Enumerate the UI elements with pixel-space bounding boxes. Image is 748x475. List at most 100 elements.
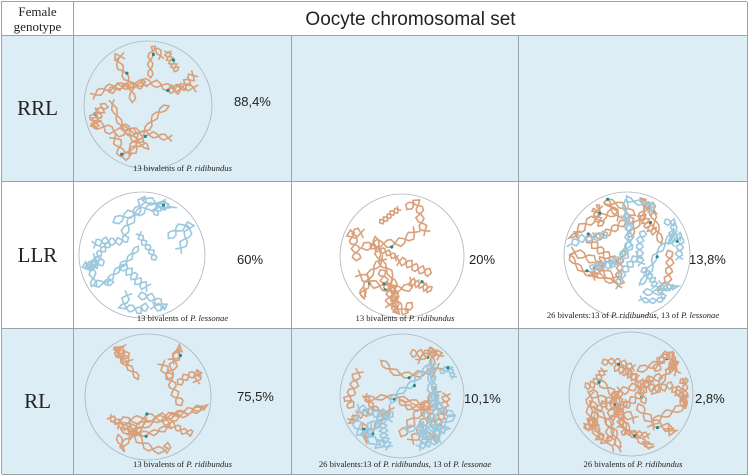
chromatid-strand — [369, 242, 397, 262]
chromatid-strand — [593, 388, 624, 414]
chromatid-strand — [377, 422, 393, 451]
chromatid-strand — [588, 258, 619, 271]
chromatid-strand — [584, 370, 608, 389]
caption-text: 26 bivalents:13 of — [318, 459, 384, 469]
caption-text: 26 bivalents:13 of — [546, 310, 612, 320]
chromatid-strand — [651, 385, 688, 431]
chromatid-strand — [620, 428, 650, 440]
caption-text: 26 bivalents of — [583, 459, 637, 469]
species-name: P. ridibundus — [408, 313, 455, 323]
chromatid-strand — [430, 390, 457, 435]
centromere-marker — [125, 71, 129, 75]
chromatid-strand — [657, 249, 674, 291]
frequency-percent: 20% — [469, 252, 496, 267]
centromere-marker — [390, 245, 394, 249]
cell-caption: 13 bivalents of P. ridibundus — [292, 313, 518, 323]
chromatid-strand — [129, 104, 170, 156]
oocyte-outline — [568, 331, 694, 457]
chromatid-strand — [379, 207, 402, 224]
chromatid-strand — [621, 198, 654, 225]
frequency-percent: 13,8% — [689, 252, 726, 267]
chromatid-strand — [587, 388, 635, 424]
caption-text: 13 bivalents of — [133, 163, 187, 173]
chromatid-strand — [582, 411, 598, 431]
chromatid-strand — [115, 52, 137, 104]
oocyte-outline — [84, 333, 212, 461]
centromere-marker — [598, 211, 602, 215]
header-genotype-line1: Female — [18, 4, 57, 19]
chromatid-strand — [90, 80, 147, 97]
chromatid-strand — [362, 258, 388, 299]
chromatid-strand — [409, 348, 444, 361]
centromere-marker — [382, 282, 386, 286]
chromatid-strand — [114, 52, 135, 104]
genotype-label: LLR — [2, 182, 74, 329]
chromatid-strand — [438, 365, 456, 380]
chromatid-strand — [404, 201, 428, 237]
caption-text: , 13 of — [656, 310, 682, 320]
chromatid-strand — [170, 403, 210, 420]
centromere-marker — [586, 232, 590, 236]
chromatid-strand — [616, 251, 639, 286]
species-name: P. lessonae — [190, 313, 229, 323]
centromere-marker — [120, 152, 124, 156]
chromatid-strand — [159, 359, 183, 407]
bivalent-set — [566, 194, 685, 305]
centromere-marker — [617, 362, 621, 366]
cell-caption: 26 bivalents of P. ridibundus — [519, 459, 747, 469]
chromatid-strand — [620, 366, 648, 405]
chromatid-strand — [609, 398, 628, 422]
species-name: P. ridibundus — [383, 459, 429, 469]
chromatid-strand — [592, 204, 603, 227]
chromatid-strand — [379, 205, 399, 225]
chromatid-strand — [356, 403, 394, 420]
centromere-marker — [407, 376, 411, 380]
chromatid-strand — [568, 253, 615, 285]
cell-caption: 13 bivalents of P. ridibundus — [74, 459, 291, 469]
chromatid-strand — [647, 385, 687, 428]
chromatid-strand — [585, 235, 619, 266]
cell-caption: 26 bivalents:13 of P. ridibundus, 13 of … — [519, 310, 747, 320]
centromere-marker — [171, 58, 176, 62]
chromatid-strand — [614, 255, 642, 286]
chromatid-strand — [347, 408, 375, 425]
chromatid-strand — [616, 375, 664, 396]
bivalent-set — [582, 350, 689, 453]
chromatid-strand — [120, 262, 148, 292]
chromatid-strand — [88, 111, 138, 138]
header-title: Oocyte chromosomal set — [74, 2, 748, 36]
oocyte-diagram — [339, 193, 465, 319]
oocyte-outline — [78, 191, 206, 319]
chromatid-strand — [663, 218, 678, 245]
chromatid-strand — [161, 421, 194, 438]
empty-cell — [519, 36, 748, 182]
centromere-marker — [655, 426, 660, 430]
chromatid-strand — [348, 227, 364, 262]
oocyte-cell: 10,1% 26 bivalents:13 of P. ridibundus, 1… — [292, 329, 519, 475]
chromatid-strand — [114, 348, 134, 364]
chromatid-strand — [587, 391, 639, 421]
chromatid-strand — [130, 410, 189, 440]
chromatid-strand — [120, 197, 159, 237]
centromere-marker — [178, 353, 182, 358]
oocyte-cell: 13,8% 26 bivalents:13 of P. ridibundus, 1… — [519, 182, 748, 329]
chromatid-strand — [592, 392, 624, 413]
chromatid-strand — [372, 235, 398, 295]
chromatid-strand — [428, 363, 443, 416]
chromatid-strand — [427, 367, 440, 428]
bivalent-set — [345, 199, 434, 316]
centromere-marker — [412, 384, 416, 388]
chromatid-strand — [91, 236, 130, 248]
chromatid-strand — [654, 351, 679, 373]
chromatid-strand — [642, 280, 676, 296]
chromatid-strand — [591, 215, 635, 241]
chromatid-strand — [137, 291, 165, 313]
chromatid-strand — [113, 345, 130, 367]
chromatid-strand — [176, 370, 202, 385]
chromatid-strand — [167, 223, 193, 254]
chromatid-strand — [360, 230, 421, 250]
centromere-marker — [585, 269, 589, 273]
frequency-percent: 75,5% — [237, 389, 274, 404]
chromatid-strand — [641, 266, 659, 290]
